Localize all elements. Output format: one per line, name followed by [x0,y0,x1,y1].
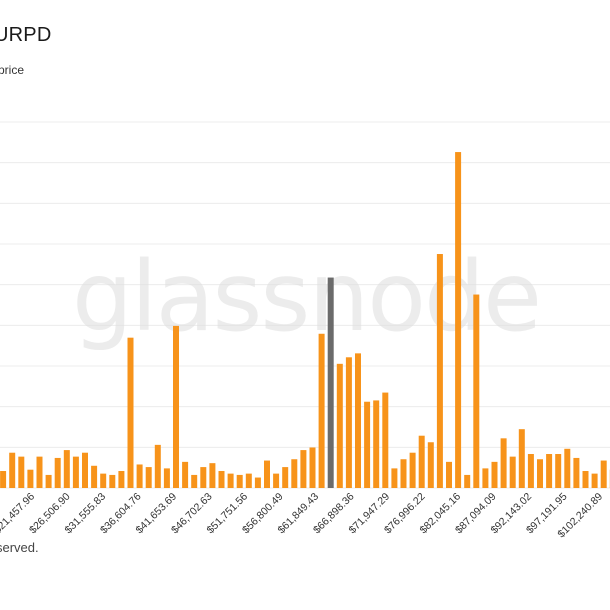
chart-bar [163,468,170,488]
chart-bar [546,454,553,488]
chart-bar [145,467,152,488]
glassnode-watermark: glassnode [72,241,540,353]
chart-bar [45,474,52,488]
chart-bar [282,467,289,488]
chart-bar [464,474,471,488]
chart-bar [54,457,61,488]
chart-bar [600,460,607,488]
chart-bar [436,254,443,488]
chart-bar [191,474,198,488]
chart-bar [364,401,371,488]
x-tick-labels: $21,457.96$26,506.90$31,555.83$36,604.76… [0,491,605,541]
chart-bar [91,465,98,488]
chart-bar [182,461,189,488]
chart-bar [227,473,234,488]
footer-text: served. [0,540,39,555]
chart-bar [0,471,7,488]
chart-bar [537,459,543,488]
chart-bar [154,444,161,488]
chart-bar [36,456,43,488]
chart-title: URPD [0,24,52,46]
chart-bar [573,457,580,488]
chart-bar [527,454,534,488]
chart-bar [236,474,243,488]
chart-bar [345,357,352,488]
chart-bar [473,294,480,488]
chart-bar [418,435,425,488]
chart-bar [127,337,134,488]
chart-bar [409,452,416,488]
chart-bar [555,454,562,488]
chart-bar [391,468,398,488]
chart-bar [273,473,280,488]
chart-bar [200,467,207,488]
chart-bar [109,474,116,488]
chart-subtitle: price [0,63,25,77]
chart-bar [82,452,88,488]
chart-bar [72,456,79,488]
chart-bar [173,325,179,488]
grid-lines [0,121,610,489]
chart-bar [118,471,125,488]
bars-group [0,152,610,488]
chart-bar [136,464,143,488]
chart-bar [291,459,298,488]
chart-bar [9,452,16,488]
chart-bar [427,442,434,488]
chart-bar [218,471,225,488]
chart-bar [564,448,571,488]
chart-bar [509,456,516,488]
chart-bar [355,353,361,488]
chart-bar [245,473,252,488]
chart-bar [446,461,452,488]
chart-bar [264,460,270,488]
chart-bar [18,456,25,488]
chart-bar [63,450,70,488]
chart-bar [482,468,489,488]
chart-bar [373,400,380,488]
chart-bar [455,152,462,488]
chart-bar [400,459,407,488]
chart-bar [582,471,589,488]
chart-bar [254,477,261,488]
chart-bar [500,438,507,488]
chart-bar [591,473,598,488]
current-price-bar [327,277,334,488]
chart-bar [27,469,34,488]
chart-bar [309,447,316,488]
chart-bar [491,461,498,488]
chart-bar [382,392,389,488]
chart-bar [300,450,307,488]
chart-bar [518,429,525,488]
chart-bar [318,333,325,488]
chart-bar [209,463,216,488]
chart-bar [336,363,343,488]
chart-bar [100,473,107,488]
